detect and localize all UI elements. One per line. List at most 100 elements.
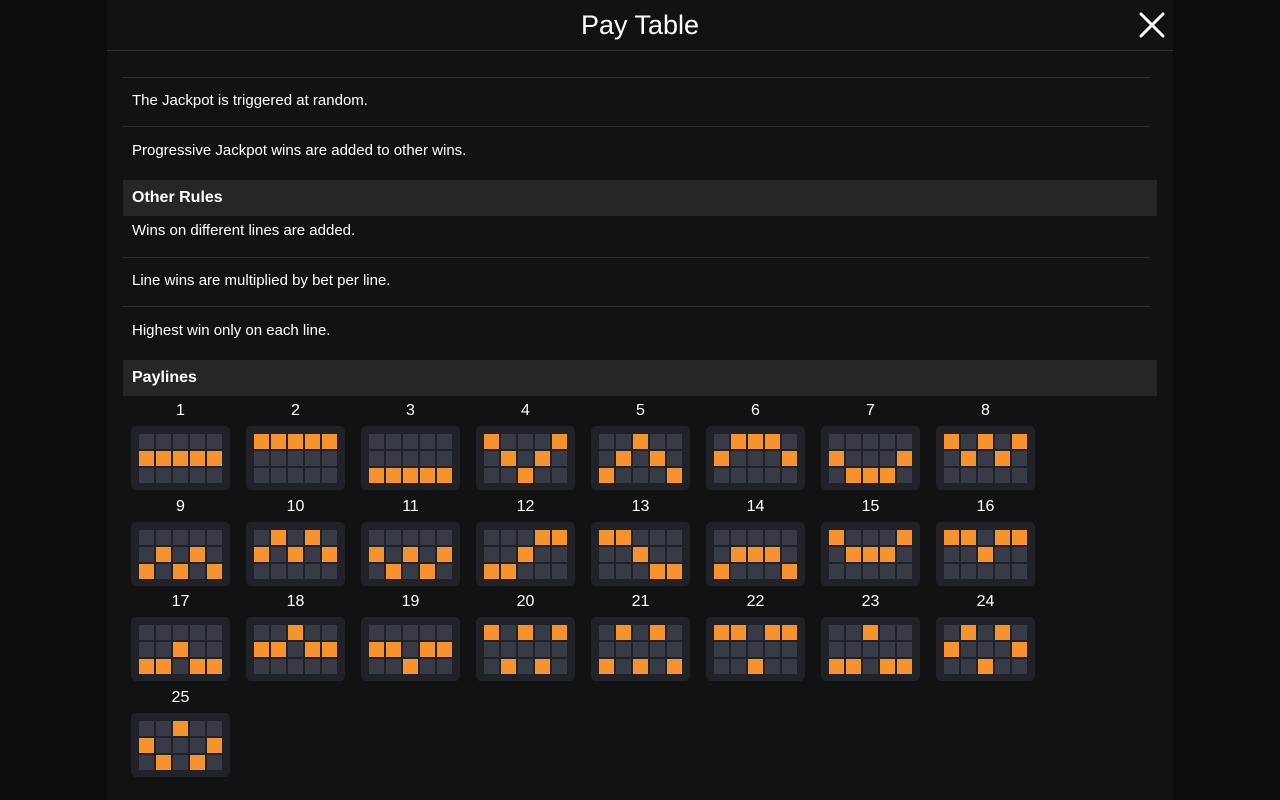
payline-cell-active — [782, 563, 797, 579]
payline-label: 10 — [286, 497, 305, 515]
payline-cell-active — [305, 642, 320, 657]
payline-cell — [748, 468, 763, 483]
payline-cell — [369, 563, 384, 579]
payline-cell-active — [173, 563, 188, 579]
payline-cell-active — [254, 642, 269, 657]
section-header: Other Rules — [123, 180, 1157, 216]
payline-cell — [731, 468, 746, 483]
payline-cell-active — [420, 563, 435, 579]
payline-cell — [552, 563, 567, 579]
payline-cell-active — [846, 546, 861, 562]
payline-cell — [829, 642, 844, 657]
payline-cell — [437, 529, 452, 545]
payline-label: 13 — [631, 497, 650, 515]
payline-cell-active — [944, 434, 959, 449]
payline-cell — [944, 468, 959, 483]
payline-grid — [821, 426, 920, 490]
payline-cell-active — [552, 529, 567, 545]
payline-cell — [1012, 625, 1027, 640]
payline-cell-active — [599, 659, 614, 674]
payline-cell — [846, 529, 861, 545]
payline-cell-active — [484, 563, 499, 579]
payline-cell — [369, 625, 384, 640]
payline-cell — [944, 546, 959, 562]
payline-cell — [714, 642, 729, 657]
payline-cell — [322, 563, 337, 579]
payline-cell — [995, 659, 1010, 674]
payline-cell-active — [288, 546, 303, 562]
payline-cell-active — [863, 625, 878, 640]
payline-cell — [254, 529, 269, 545]
payline-cell — [995, 563, 1010, 579]
payline-cell — [207, 546, 222, 562]
title: Pay Table — [580, 10, 700, 40]
payline-cell — [501, 529, 516, 545]
payline-cell — [765, 642, 780, 657]
payline-cell-active — [535, 529, 550, 545]
payline-cell — [714, 546, 729, 562]
payline-cell — [829, 546, 844, 562]
payline-cell — [782, 546, 797, 562]
payline-cell — [288, 659, 303, 674]
payline-cell — [829, 468, 844, 483]
payline-cell — [254, 451, 269, 466]
payline-cell-active — [518, 546, 533, 562]
payline-cell-active — [156, 546, 171, 562]
payline-cell — [616, 434, 631, 449]
payline-cell — [484, 546, 499, 562]
payline-cell — [322, 659, 337, 674]
payline-cell — [616, 642, 631, 657]
payline-cell — [207, 434, 222, 449]
payline-cell — [484, 451, 499, 466]
payline-cell — [616, 659, 631, 674]
payline-cell-active — [599, 529, 614, 545]
payline-cell — [322, 468, 337, 483]
payline-cell-active — [207, 451, 222, 466]
payline-cell — [288, 563, 303, 579]
payline-cell — [599, 546, 614, 562]
payline-cell — [305, 451, 320, 466]
payline-cell-active — [616, 625, 631, 640]
payline-cell — [633, 642, 648, 657]
payline-cell — [501, 468, 516, 483]
payline-cell-active — [156, 754, 171, 770]
payline-cell-active — [633, 659, 648, 674]
payline-label: 25 — [171, 688, 190, 706]
payline-grid — [476, 617, 575, 681]
payline-cell — [403, 529, 418, 545]
payline-grid — [706, 617, 805, 681]
payline-cell — [880, 451, 895, 466]
payline-cell — [748, 451, 763, 466]
payline-label: 22 — [746, 593, 765, 610]
payline-cell — [765, 563, 780, 579]
payline-cell — [173, 434, 188, 449]
payline-cell — [437, 451, 452, 466]
payline-cell — [880, 529, 895, 545]
payline-cell-active — [386, 563, 401, 579]
payline-cell-active — [190, 754, 205, 770]
payline-cell-active — [944, 642, 959, 657]
payline-cell — [1012, 546, 1027, 562]
payline-cell-active — [650, 451, 665, 466]
payline-cell — [288, 642, 303, 657]
payline-label: 6 — [751, 402, 760, 419]
payline-cell — [369, 659, 384, 674]
payline-cell — [437, 434, 452, 449]
payline-cell — [190, 642, 205, 657]
payline-label: 11 — [402, 497, 419, 515]
payline-cell — [305, 659, 320, 674]
payline-label: 14 — [746, 497, 765, 515]
payline-cell — [156, 563, 171, 579]
payline-cell-active — [1012, 434, 1027, 449]
payline-label: 7 — [866, 402, 875, 419]
payline-cell — [190, 563, 205, 579]
payline-cell-active — [748, 434, 763, 449]
payline-cell-active — [173, 720, 188, 736]
payline-cell — [599, 451, 614, 466]
payline-cell — [271, 451, 286, 466]
payline-cell — [961, 468, 976, 483]
payline-cell — [420, 451, 435, 466]
payline-cell-active — [288, 434, 303, 449]
close-button[interactable] — [1138, 11, 1166, 39]
